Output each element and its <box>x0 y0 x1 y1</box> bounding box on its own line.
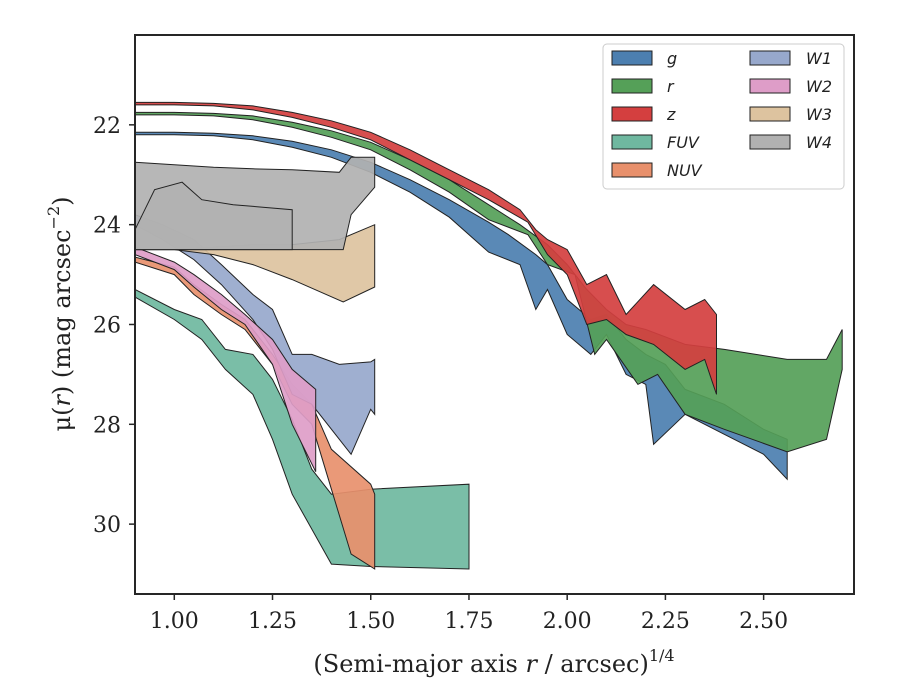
band-w4-tip <box>135 181 293 251</box>
x-tick-label: 1.75 <box>444 609 493 634</box>
y-axis-ticks: 22 24 26 28 30 <box>93 114 135 538</box>
y-axis-label-mu: μ( <box>48 407 76 432</box>
x-axis-ticks: 1.00 1.25 1.50 1.75 2.00 2.25 2.50 <box>150 594 788 634</box>
y-tick-label: 28 <box>93 413 121 438</box>
legend-label-g: g <box>667 49 677 68</box>
y-axis-label-var: r <box>48 394 76 407</box>
y-tick-label: 26 <box>93 313 121 338</box>
x-axis-label-var: r <box>525 650 538 678</box>
band-w2 <box>135 246 317 472</box>
legend-label-w4: W4 <box>806 133 832 152</box>
legend-swatch-nuv <box>611 162 653 178</box>
y-axis-label-mid: ) (mag arcsec <box>48 229 76 395</box>
legend-label-nuv: NUV <box>667 161 703 180</box>
y-axis-label-end: ) <box>48 196 76 205</box>
y-tick-label: 22 <box>93 114 121 139</box>
x-tick-label: 2.25 <box>641 609 690 634</box>
legend-swatch-z <box>611 106 653 122</box>
x-axis-label-rest: / arcsec) <box>537 650 649 678</box>
x-tick-label: 2.50 <box>739 609 788 634</box>
x-axis-label: (Semi-major axis r / arcsec)1/4 <box>313 646 674 678</box>
legend-swatch-w3 <box>749 106 791 122</box>
legend-swatch-w1 <box>749 50 791 66</box>
legend-label-z: z <box>666 105 676 124</box>
legend-label-fuv: FUV <box>667 133 700 152</box>
x-tick-label: 2.00 <box>543 609 592 634</box>
legend-label-w1: W1 <box>806 49 832 68</box>
y-tick-label: 30 <box>93 513 121 538</box>
legend-swatch-g <box>611 50 653 66</box>
y-axis-label: μ(r) (mag arcsec−2) <box>44 196 76 431</box>
band-layer <box>135 101 843 570</box>
legend-swatch-fuv <box>611 134 653 150</box>
legend: grz FUV NUV W1 W2 W3 W4 <box>602 43 845 190</box>
legend-label-w2: W2 <box>806 77 832 96</box>
legend-label-r: r <box>667 77 675 96</box>
band-g <box>135 131 788 481</box>
legend-label-w3: W3 <box>806 105 832 124</box>
x-axis-label-sup: 1/4 <box>649 646 675 665</box>
x-tick-label: 1.50 <box>346 609 395 634</box>
x-tick-label: 1.25 <box>248 609 297 634</box>
plot-frame <box>134 34 855 595</box>
x-axis-label-main: (Semi-major axis <box>313 650 525 678</box>
legend-swatch-w4 <box>749 134 791 150</box>
band-fuv <box>135 288 470 570</box>
y-axis-label-sup: −2 <box>44 206 63 230</box>
legend-swatch-w2 <box>749 78 791 94</box>
legend-swatch-r <box>611 78 653 94</box>
band-z <box>135 101 717 395</box>
y-tick-label: 24 <box>93 214 121 239</box>
x-tick-label: 1.00 <box>150 609 199 634</box>
